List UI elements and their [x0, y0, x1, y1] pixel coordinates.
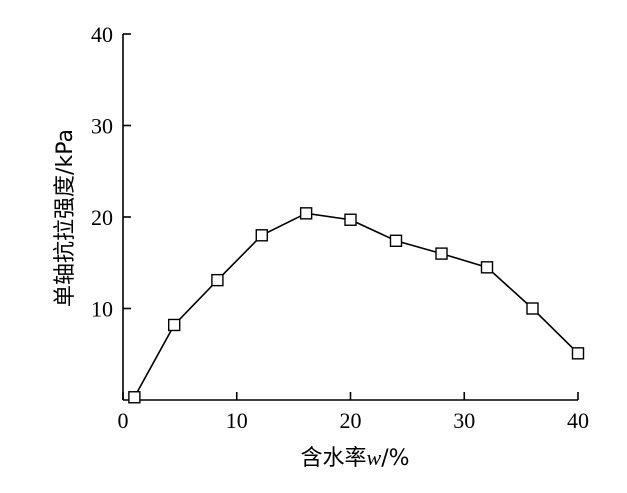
y-axis-title: 单轴抗拉强度/kPa	[53, 129, 78, 307]
x-axis-title-suffix: /%	[381, 446, 409, 471]
x-tick-label: 10	[226, 408, 248, 433]
x-axis-title-variable: w	[367, 445, 382, 470]
x-tick-label: 20	[340, 408, 362, 433]
data-point-marker	[299, 207, 313, 220]
y-tick-label: 40	[91, 22, 113, 47]
x-axis-title: 含水率w/%	[300, 445, 409, 471]
data-point-marker	[480, 261, 494, 274]
data-point-marker	[435, 247, 448, 260]
y-tick-label: 30	[91, 114, 113, 139]
y-tick-label: 20	[91, 205, 113, 230]
series-line	[133, 212, 579, 398]
data-point-marker	[571, 347, 585, 360]
data-point-marker	[128, 391, 141, 404]
data-point-marker	[167, 318, 181, 332]
x-tick-label: 30	[453, 408, 475, 433]
data-point-marker	[344, 213, 357, 226]
x-tick-label: 0	[118, 408, 129, 433]
data-point-marker	[211, 273, 224, 287]
y-tick-label: 10	[91, 297, 113, 322]
data-point-marker	[255, 229, 268, 242]
x-tick-label: 40	[567, 408, 589, 433]
x-axis-title-prefix: 含水率	[300, 446, 366, 471]
data-point-marker	[526, 302, 539, 315]
data-point-marker	[389, 234, 403, 247]
plot-area: 0 10 20 30 40 10 20 30 40	[91, 22, 589, 433]
data-series	[128, 207, 585, 404]
axis-ticks: 0 10 20 30 40 10 20 30 40	[91, 22, 589, 433]
